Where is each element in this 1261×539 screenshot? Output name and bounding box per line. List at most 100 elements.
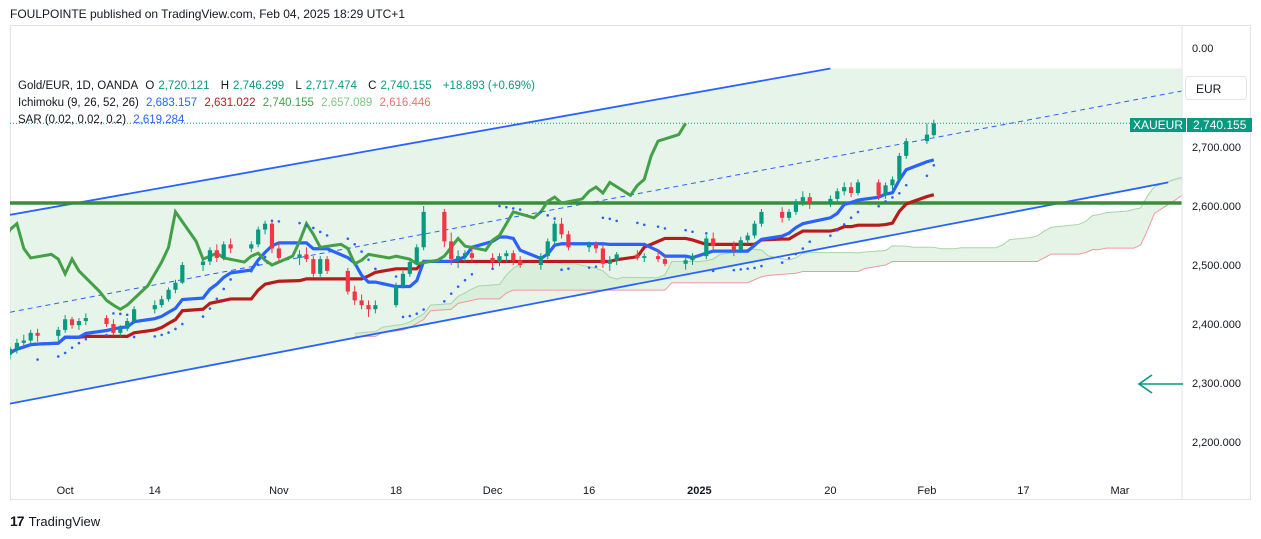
candle [456,250,461,268]
sar-label: SAR (0.02, 0.02, 0.2) [18,114,127,126]
candle-body [35,332,40,336]
candle [200,259,206,271]
sar-dot [470,272,474,276]
candle-body [311,259,316,274]
candle-body [56,329,61,336]
candle [262,220,268,235]
candle-body [518,260,523,265]
y-tick-label: 2,200.000 [1192,437,1241,449]
sar-dot [401,315,405,319]
sar-dot [201,315,205,318]
candle-body [490,257,495,263]
candle-body [642,256,647,258]
candle-body [180,265,185,283]
candle-body [69,319,75,326]
sar-dot [463,278,467,282]
candle [352,285,357,306]
sar-dot [112,312,115,315]
candle-body [752,223,757,236]
candle [662,256,668,267]
candle-body [407,262,412,274]
sar-dot [367,258,370,261]
candle-body [890,179,895,186]
footer-brand[interactable]: 17 TradingView [10,513,100,529]
sar-dot [84,337,88,341]
candle [890,176,895,190]
sar-dot [636,221,639,225]
sar-dot [856,210,860,214]
symbol-label: Gold/EUR, 1D, OANDA [18,80,139,92]
candle-body [655,256,661,260]
sar-dot [415,312,419,316]
sar-dot [56,355,60,358]
candle-body [352,291,357,301]
candle-body [414,247,419,263]
candle [111,319,116,336]
legend-sar[interactable]: SAR (0.02, 0.02, 0.2) 2,619.284 [18,114,188,126]
sar-dot [394,275,398,278]
sar-dot [325,234,329,237]
sar-dot [594,265,598,268]
candle-body [152,305,157,310]
sar-dot [587,266,591,269]
y-tick-label: 0.00 [1192,43,1213,55]
candle-body [449,241,454,260]
candle-body [800,197,805,202]
candle [69,316,75,329]
candles [10,119,936,360]
candle [593,241,599,254]
candle-body [173,282,178,290]
sar-dot [511,207,515,210]
candle-body [228,244,233,249]
candle [118,325,123,337]
candle [345,267,350,295]
senkou-span-b-line [354,194,1182,337]
sar-dot [249,269,253,273]
candle-body [683,260,688,264]
candle-body [131,309,137,322]
candle [104,315,109,327]
candle [683,257,688,270]
channel-fill [10,68,1182,404]
candle-body [593,244,599,249]
sar-dot [829,234,832,237]
sar-dot [567,267,570,270]
candle [256,226,261,248]
candle [311,256,316,277]
candle [704,235,709,260]
sar-dot [174,327,177,331]
candle-body [111,324,116,333]
sar-dot [318,230,322,234]
cloud-area [354,177,1182,337]
channel-lower-line [10,181,1169,405]
candle [876,179,881,201]
x-tick-label: Feb [917,485,936,497]
ohlc-high: H 2,746.299 [220,80,285,92]
candle [442,208,447,248]
currency-button[interactable]: EUR [1185,76,1247,100]
legend-ichimoku[interactable]: Ichimoku (9, 26, 52, 26) 2,683.157 2,631… [18,97,435,109]
sar-dot [305,224,308,227]
candle-body [876,182,881,196]
sar-dot [449,292,453,295]
candle-body [897,155,902,180]
candle-body [76,321,82,326]
candle [318,256,323,277]
candle [173,279,178,294]
sar-dot [608,217,612,221]
candle [828,195,833,208]
x-tick-label: 16 [583,485,595,497]
candle [731,241,736,257]
candle-body [511,253,516,261]
candle [600,244,605,268]
candle [14,338,19,354]
x-tick-label: Nov [269,485,289,497]
candle [924,123,930,145]
candle-body [793,201,799,212]
sar-dot [456,285,460,288]
sar-dot [546,214,550,217]
candle-body [318,259,323,274]
candle-body [538,256,543,265]
sar-dot [215,297,219,301]
